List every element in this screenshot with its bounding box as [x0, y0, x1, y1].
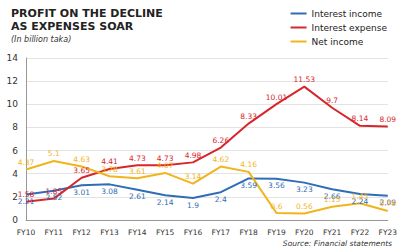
- svg-text:1.9: 1.9: [187, 201, 199, 210]
- svg-text:FY12: FY12: [72, 228, 91, 237]
- svg-text:6.26: 6.26: [212, 136, 229, 145]
- svg-text:4.41: 4.41: [101, 157, 118, 167]
- svg-text:0: 0: [12, 215, 18, 225]
- svg-text:1.15: 1.15: [324, 195, 341, 204]
- svg-text:FY18: FY18: [239, 228, 258, 237]
- svg-text:4.98: 4.98: [185, 151, 202, 160]
- svg-text:FY23: FY23: [379, 228, 398, 237]
- svg-text:FY17: FY17: [212, 228, 231, 237]
- svg-text:8.09: 8.09: [379, 115, 396, 124]
- svg-text:4.73: 4.73: [129, 154, 146, 163]
- svg-text:4.37: 4.37: [18, 158, 35, 167]
- svg-text:2.61: 2.61: [129, 192, 146, 201]
- svg-text:8.14: 8.14: [352, 114, 369, 123]
- svg-text:4.07: 4.07: [157, 161, 174, 170]
- svg-text:14: 14: [7, 53, 19, 63]
- svg-text:1.45: 1.45: [352, 192, 369, 201]
- svg-text:2.24: 2.24: [351, 196, 369, 206]
- svg-text:PROFIT ON THE DECLINE: PROFIT ON THE DECLINE: [11, 7, 163, 20]
- svg-text:FY21: FY21: [323, 228, 342, 237]
- svg-text:3.08: 3.08: [101, 187, 118, 196]
- svg-text:FY13: FY13: [100, 228, 119, 237]
- svg-text:FY20: FY20: [295, 228, 314, 237]
- svg-text:10: 10: [7, 99, 19, 109]
- svg-text:FY10: FY10: [17, 228, 36, 237]
- svg-text:0.56: 0.56: [296, 202, 313, 211]
- svg-text:2.52: 2.52: [45, 193, 63, 203]
- svg-text:12: 12: [7, 76, 18, 86]
- svg-text:3.14: 3.14: [185, 172, 202, 181]
- svg-text:4.62: 4.62: [212, 155, 229, 164]
- svg-text:3.65: 3.65: [73, 166, 90, 175]
- svg-text:FY15: FY15: [156, 228, 175, 237]
- svg-text:FY11: FY11: [45, 228, 64, 237]
- svg-text:3.59: 3.59: [240, 181, 257, 190]
- svg-text:0.78: 0.78: [379, 199, 396, 208]
- svg-text:4.63: 4.63: [73, 155, 90, 164]
- svg-text:6: 6: [12, 146, 18, 156]
- svg-text:2: 2: [12, 191, 18, 202]
- svg-text:FY19: FY19: [267, 228, 286, 237]
- svg-text:9.7: 9.7: [326, 96, 338, 105]
- svg-text:AS EXPENSES SOAR: AS EXPENSES SOAR: [11, 20, 134, 33]
- svg-text:1.58: 1.58: [18, 190, 35, 199]
- svg-text:4.16: 4.16: [240, 160, 257, 169]
- svg-text:Interest income: Interest income: [312, 9, 383, 19]
- svg-text:5.1: 5.1: [48, 149, 60, 158]
- svg-text:1.85: 1.85: [45, 187, 62, 196]
- svg-text:8: 8: [12, 122, 18, 132]
- svg-text:3.23: 3.23: [296, 185, 313, 194]
- svg-text:4.73: 4.73: [156, 153, 174, 163]
- svg-text:2.14: 2.14: [157, 198, 174, 207]
- svg-text:3.78: 3.78: [101, 165, 118, 174]
- svg-text:2.21: 2.21: [17, 196, 35, 206]
- svg-text:(In billion taka): (In billion taka): [11, 35, 71, 44]
- svg-text:8.33: 8.33: [240, 112, 257, 121]
- svg-text:FY14: FY14: [128, 228, 147, 237]
- svg-text:3.56: 3.56: [268, 181, 285, 190]
- svg-text:Source: Financial statements: Source: Financial statements: [283, 239, 392, 248]
- svg-text:Interest expense: Interest expense: [312, 23, 388, 33]
- svg-text:0.6: 0.6: [270, 202, 282, 211]
- svg-text:2.4: 2.4: [215, 195, 227, 204]
- svg-text:11.53: 11.53: [294, 75, 316, 84]
- svg-text:10.01: 10.01: [266, 93, 288, 102]
- svg-text:Net income: Net income: [312, 37, 364, 47]
- svg-text:3.01: 3.01: [73, 188, 90, 197]
- svg-text:FY22: FY22: [351, 228, 370, 237]
- svg-text:FY16: FY16: [184, 228, 203, 237]
- svg-text:4: 4: [12, 169, 18, 179]
- svg-text:3.61: 3.61: [129, 167, 146, 176]
